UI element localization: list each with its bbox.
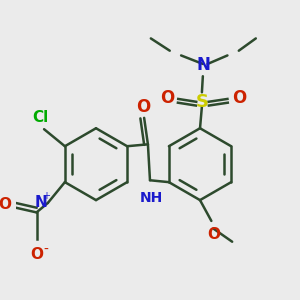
Text: O: O (232, 89, 247, 107)
Text: O: O (136, 98, 150, 116)
Text: O: O (0, 197, 11, 212)
Text: Cl: Cl (32, 110, 48, 125)
Text: O: O (30, 248, 43, 262)
Text: NH: NH (140, 191, 164, 205)
Text: O: O (207, 227, 220, 242)
Text: +: + (42, 191, 50, 201)
Text: O: O (160, 89, 174, 107)
Text: S: S (195, 93, 208, 111)
Text: N: N (35, 196, 48, 211)
Text: N: N (197, 56, 211, 74)
Text: -: - (44, 243, 48, 257)
